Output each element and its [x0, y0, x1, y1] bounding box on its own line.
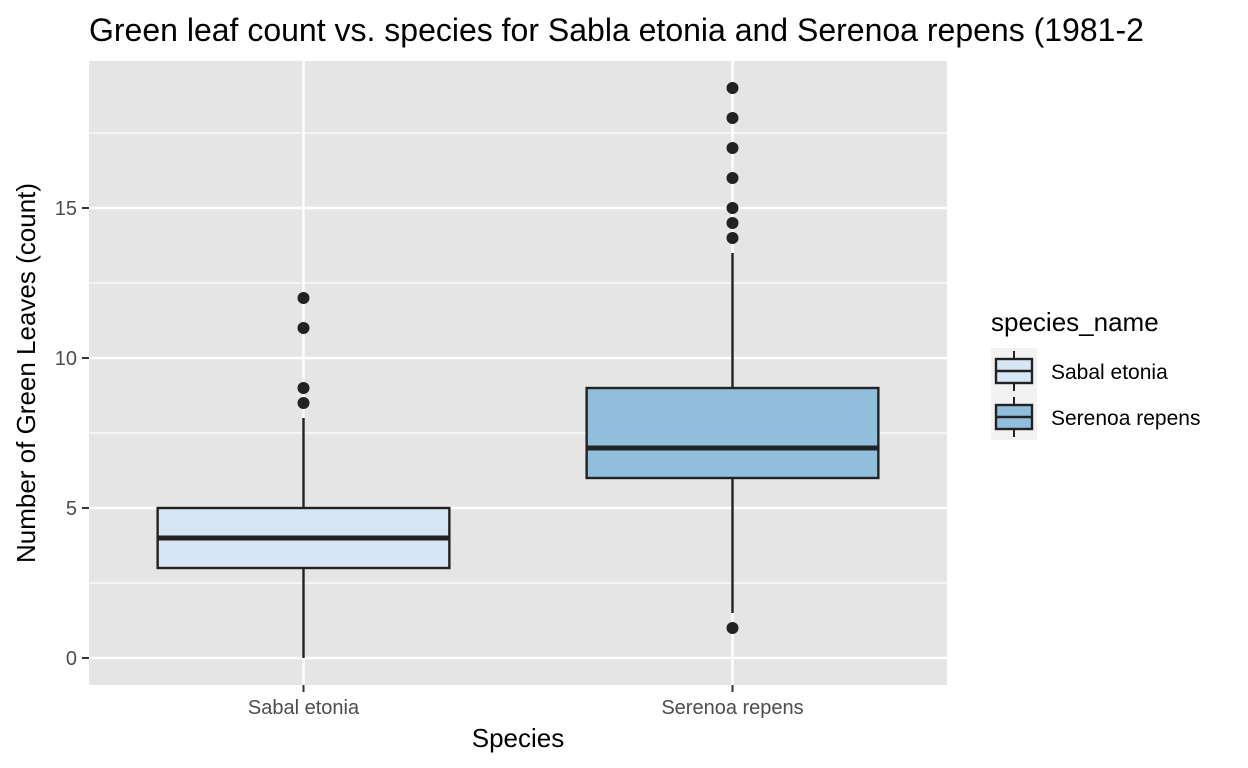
outlier-point — [297, 292, 310, 304]
y-tick-label: 5 — [66, 498, 77, 520]
y-axis: 0 5 10 15 — [55, 198, 89, 670]
outlier-point — [726, 82, 739, 94]
x-axis-title: Species — [472, 723, 565, 753]
y-tick-label: 0 — [66, 648, 77, 670]
y-tick-label: 15 — [55, 198, 77, 220]
outlier-point — [726, 172, 739, 184]
chart-title: Green leaf count vs. species for Sabla e… — [89, 12, 1144, 48]
legend-item: Sabal etonia — [991, 348, 1168, 394]
box-group — [156, 418, 451, 658]
outlier-point — [297, 322, 310, 334]
outlier-point — [297, 382, 310, 394]
outlier-point — [726, 202, 739, 214]
legend-label: Sabal etonia — [1051, 361, 1168, 384]
legend-item: Serenoa repens — [991, 394, 1200, 440]
y-axis-title: Number of Green Leaves (count) — [11, 183, 41, 563]
x-tick-label: Sabal etonia — [248, 697, 360, 719]
x-tick-label: Serenoa repens — [661, 697, 803, 719]
outlier-point — [726, 217, 739, 229]
outlier-point — [297, 397, 310, 409]
outlier-point — [726, 622, 739, 634]
x-axis: Sabal etonia Serenoa repens — [248, 685, 804, 719]
outlier-point — [726, 112, 739, 124]
legend: species_name Sabal etonia Serenoa repens — [991, 307, 1200, 440]
outlier-point — [726, 142, 739, 154]
plot-panel — [89, 61, 947, 685]
box-group — [585, 253, 880, 613]
outlier-point — [726, 232, 739, 244]
y-tick-label: 10 — [55, 348, 77, 370]
box-iqr — [585, 386, 880, 480]
box-layer — [156, 253, 880, 658]
legend-keys: Sabal etonia Serenoa repens — [991, 348, 1200, 440]
legend-label: Serenoa repens — [1051, 407, 1200, 430]
legend-title: species_name — [991, 307, 1159, 337]
outlier-layer — [297, 82, 739, 634]
